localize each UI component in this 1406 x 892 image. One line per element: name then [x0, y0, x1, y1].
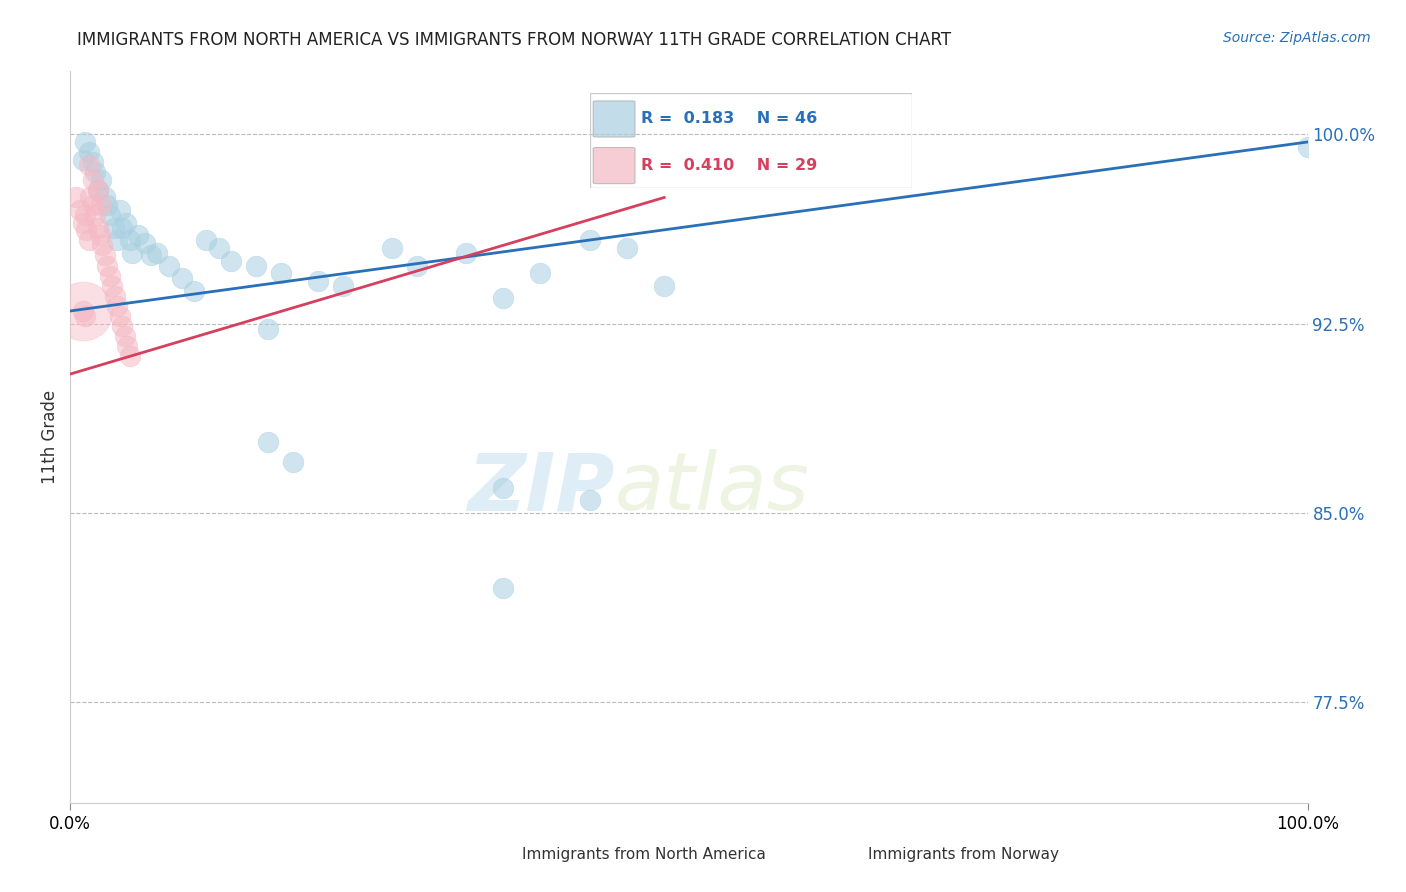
Point	[118, 233, 141, 247]
Point	[75, 208, 97, 222]
Point	[72, 304, 94, 318]
Y-axis label: 11th Grade: 11th Grade	[41, 390, 59, 484]
Point	[170, 271, 193, 285]
Point	[86, 183, 108, 197]
Point	[98, 208, 121, 222]
Point	[139, 248, 162, 262]
Text: Source: ZipAtlas.com: Source: ZipAtlas.com	[1223, 31, 1371, 45]
Point	[257, 435, 280, 450]
Point	[381, 241, 404, 255]
Point	[281, 455, 304, 469]
Point	[257, 321, 280, 335]
Point	[270, 266, 292, 280]
Point	[82, 198, 104, 212]
Point	[77, 158, 100, 172]
Point	[82, 155, 104, 169]
Point	[105, 299, 128, 313]
Point	[157, 259, 180, 273]
Point	[405, 259, 427, 273]
Point	[86, 220, 108, 235]
Point	[579, 493, 602, 508]
Point	[245, 259, 267, 273]
Point	[115, 216, 138, 230]
Point	[105, 233, 128, 247]
Point	[72, 153, 94, 167]
Point	[115, 339, 138, 353]
Point	[219, 253, 242, 268]
Point	[72, 304, 94, 318]
Point	[103, 220, 125, 235]
Point	[1296, 140, 1319, 154]
Point	[94, 190, 117, 204]
Point	[90, 173, 112, 187]
Text: Immigrants from Norway: Immigrants from Norway	[869, 847, 1059, 862]
Point	[96, 198, 118, 212]
Point	[75, 309, 97, 323]
Point	[98, 268, 121, 283]
Point	[82, 173, 104, 187]
Point	[208, 241, 231, 255]
Text: ZIP: ZIP	[467, 450, 614, 527]
Point	[195, 233, 218, 247]
Point	[86, 183, 108, 197]
Point	[118, 350, 141, 364]
Point	[579, 233, 602, 247]
Point	[77, 145, 100, 159]
Point	[101, 278, 124, 293]
Point	[127, 228, 149, 243]
Point	[183, 284, 205, 298]
Text: Immigrants from North America: Immigrants from North America	[522, 847, 766, 862]
Text: IMMIGRANTS FROM NORTH AMERICA VS IMMIGRANTS FROM NORWAY 11TH GRADE CORRELATION C: IMMIGRANTS FROM NORTH AMERICA VS IMMIGRA…	[77, 31, 952, 49]
Text: atlas: atlas	[614, 450, 810, 527]
Point	[111, 319, 134, 334]
Point	[332, 278, 354, 293]
Point	[65, 190, 87, 204]
Point	[307, 274, 329, 288]
Point	[84, 165, 107, 179]
Point	[616, 241, 638, 255]
Point	[492, 582, 515, 596]
Point	[652, 278, 675, 293]
Point	[111, 220, 134, 235]
Point	[91, 238, 114, 252]
Point	[114, 329, 136, 343]
Point	[94, 248, 117, 262]
Point	[104, 289, 127, 303]
Point	[121, 246, 143, 260]
Point	[89, 228, 111, 243]
Point	[69, 203, 91, 218]
Point	[529, 266, 551, 280]
Point	[492, 481, 515, 495]
Point	[77, 233, 100, 247]
Point	[90, 198, 112, 212]
Point	[134, 235, 156, 250]
Point	[108, 203, 131, 218]
Point	[75, 223, 97, 237]
Point	[456, 246, 478, 260]
Point	[84, 208, 107, 222]
Point	[75, 135, 97, 149]
Point	[72, 216, 94, 230]
Point	[108, 309, 131, 323]
Point	[492, 291, 515, 305]
Point	[79, 190, 101, 204]
Point	[96, 259, 118, 273]
Point	[146, 246, 169, 260]
